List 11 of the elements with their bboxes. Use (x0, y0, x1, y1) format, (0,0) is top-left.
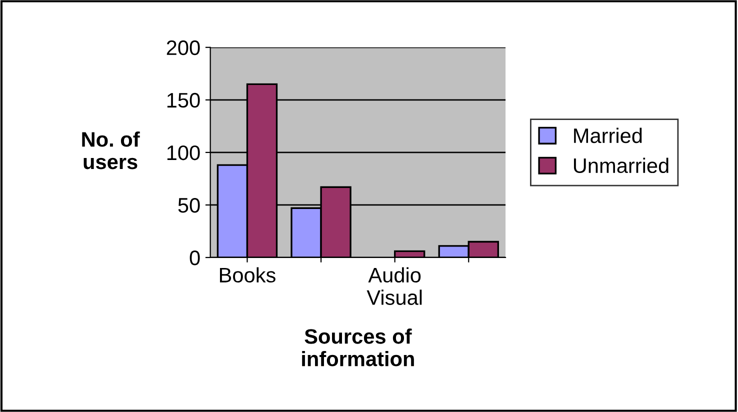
y-tick-label: 50 (178, 198, 200, 213)
y-tick-label: 100 (167, 145, 200, 160)
x-axis-title: Sources of information (302, 328, 414, 366)
legend-label: Unmarried (574, 158, 668, 174)
x-tick-label: Audio Visual (366, 267, 422, 305)
y-tick-label: 200 (166, 40, 200, 56)
x-tick-label: Books (220, 267, 276, 283)
y-axis-title: No. of users (82, 132, 140, 170)
legend-label: Married (574, 128, 642, 144)
y-tick-label: 0 (190, 250, 200, 266)
y-tick-label: 150 (167, 92, 200, 108)
